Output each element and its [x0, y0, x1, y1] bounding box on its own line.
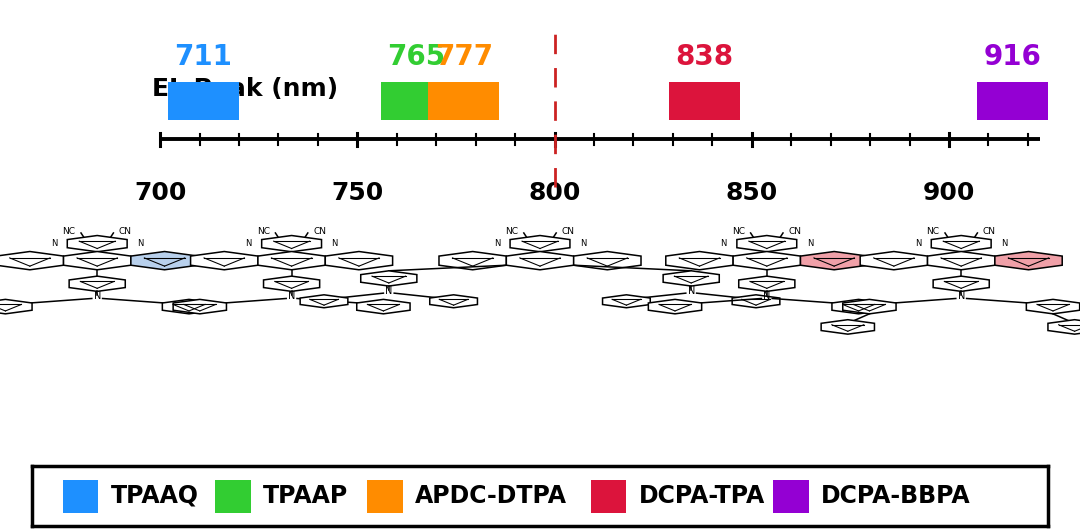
- Polygon shape: [69, 276, 125, 291]
- Text: CN: CN: [562, 227, 575, 236]
- Bar: [773, 479, 809, 513]
- Text: CN: CN: [313, 227, 326, 236]
- Text: N: N: [764, 291, 770, 302]
- Text: 765: 765: [388, 43, 446, 71]
- Text: NC: NC: [505, 227, 518, 236]
- Polygon shape: [507, 251, 573, 270]
- Text: 700: 700: [134, 181, 187, 205]
- Polygon shape: [190, 251, 258, 270]
- Polygon shape: [356, 299, 410, 314]
- Text: N: N: [137, 239, 144, 248]
- Polygon shape: [737, 235, 797, 252]
- Bar: [215, 479, 251, 513]
- Polygon shape: [832, 299, 886, 314]
- Text: NC: NC: [927, 227, 940, 236]
- Polygon shape: [162, 299, 216, 314]
- Polygon shape: [1048, 320, 1080, 334]
- Bar: [429, 82, 499, 120]
- Text: N: N: [915, 239, 921, 248]
- Text: N: N: [688, 286, 694, 296]
- Text: DCPA-TPA: DCPA-TPA: [638, 484, 765, 508]
- Polygon shape: [800, 251, 868, 270]
- Text: NC: NC: [732, 227, 745, 236]
- Text: N: N: [580, 239, 586, 248]
- Text: NC: NC: [257, 227, 270, 236]
- Polygon shape: [361, 271, 417, 286]
- Text: N: N: [1001, 239, 1008, 248]
- Polygon shape: [733, 251, 800, 270]
- Polygon shape: [300, 295, 348, 308]
- Polygon shape: [67, 235, 127, 252]
- Polygon shape: [663, 271, 719, 286]
- Polygon shape: [1026, 299, 1080, 314]
- Text: 750: 750: [332, 181, 383, 205]
- Polygon shape: [261, 235, 322, 252]
- Polygon shape: [931, 235, 991, 252]
- Polygon shape: [258, 251, 325, 270]
- Text: 838: 838: [675, 43, 733, 71]
- Polygon shape: [928, 251, 995, 270]
- Text: 850: 850: [726, 181, 778, 205]
- Text: N: N: [288, 291, 295, 302]
- Text: 777: 777: [435, 43, 492, 71]
- Bar: [669, 82, 740, 120]
- Polygon shape: [603, 295, 650, 308]
- Text: N: N: [958, 291, 964, 302]
- Polygon shape: [732, 295, 780, 308]
- Polygon shape: [430, 295, 477, 308]
- Polygon shape: [995, 251, 1063, 270]
- Polygon shape: [739, 276, 795, 291]
- Text: N: N: [245, 239, 252, 248]
- Bar: [976, 82, 1048, 120]
- Polygon shape: [0, 299, 32, 314]
- Polygon shape: [665, 251, 733, 270]
- Bar: [367, 479, 403, 513]
- Polygon shape: [173, 299, 227, 314]
- Bar: [168, 82, 239, 120]
- Text: N: N: [386, 286, 392, 296]
- Polygon shape: [131, 251, 199, 270]
- Polygon shape: [648, 299, 702, 314]
- Bar: [381, 82, 453, 120]
- Text: TPAAP: TPAAP: [262, 484, 348, 508]
- Text: N: N: [720, 239, 727, 248]
- Text: N: N: [807, 239, 813, 248]
- Polygon shape: [0, 251, 64, 270]
- Text: 916: 916: [983, 43, 1041, 71]
- Bar: [591, 479, 626, 513]
- Text: NC: NC: [63, 227, 76, 236]
- Text: CN: CN: [788, 227, 801, 236]
- Text: TPAAQ: TPAAQ: [110, 484, 199, 508]
- Text: CN: CN: [983, 227, 996, 236]
- Text: N: N: [51, 239, 57, 248]
- Bar: [63, 479, 98, 513]
- Polygon shape: [842, 299, 896, 314]
- Polygon shape: [510, 235, 570, 252]
- Polygon shape: [933, 276, 989, 291]
- Polygon shape: [821, 320, 875, 334]
- Polygon shape: [264, 276, 320, 291]
- Polygon shape: [64, 251, 131, 270]
- Text: DCPA-BBPA: DCPA-BBPA: [821, 484, 971, 508]
- Text: APDC-DTPA: APDC-DTPA: [415, 484, 567, 508]
- Polygon shape: [325, 251, 393, 270]
- Text: CN: CN: [119, 227, 132, 236]
- Text: EL Peak (nm): EL Peak (nm): [152, 77, 338, 101]
- Polygon shape: [573, 251, 642, 270]
- Polygon shape: [860, 251, 928, 270]
- Text: N: N: [332, 239, 338, 248]
- Text: 900: 900: [922, 181, 975, 205]
- Text: 800: 800: [528, 181, 581, 205]
- Polygon shape: [438, 251, 507, 270]
- Text: N: N: [494, 239, 500, 248]
- Text: 711: 711: [175, 43, 232, 71]
- Text: N: N: [94, 291, 100, 302]
